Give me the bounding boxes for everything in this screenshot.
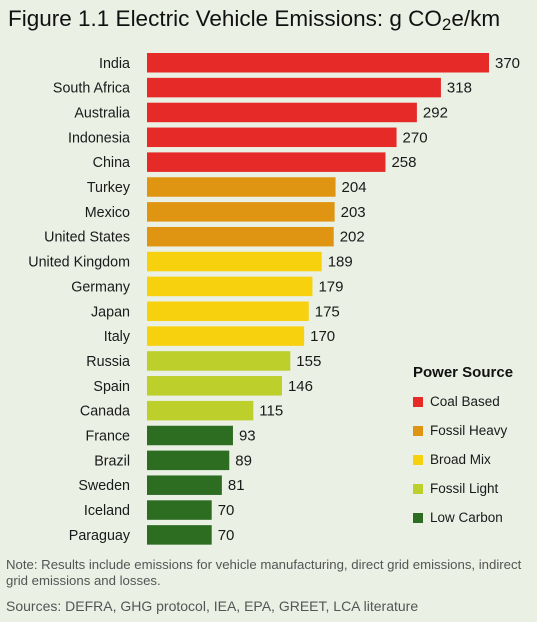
bar-russia: [147, 351, 291, 371]
category-label-mexico: Mexico: [85, 205, 130, 221]
category-label-china: China: [93, 155, 130, 171]
legend-label-low-carbon: Low Carbon: [430, 510, 503, 525]
legend-label-fossil-light: Fossil Light: [430, 481, 499, 496]
bar-indonesia: [147, 127, 397, 148]
bar-sweden: [147, 475, 222, 495]
legend-item-broad-mix: Broad Mix: [413, 445, 535, 474]
title-suffix: e/km: [451, 6, 501, 31]
value-label-turkey: 204: [342, 179, 367, 196]
bar-brazil: [147, 450, 230, 471]
legend-item-fossil-light: Fossil Light: [413, 474, 535, 503]
legend-title: Power Source: [413, 364, 514, 381]
chart-sources: Sources: DEFRA, GHG protocol, IEA, EPA, …: [6, 598, 419, 614]
bar-australia: [147, 102, 417, 123]
legend-swatch-fossil-heavy: [413, 425, 423, 436]
bar-italy: [147, 326, 305, 346]
category-label-russia: Russia: [86, 354, 130, 370]
value-label-spain: 146: [288, 378, 313, 395]
category-labels-group: India South Africa Australia Indonesia China…: [28, 56, 131, 544]
category-label-south-africa: South Africa: [53, 81, 130, 97]
chart-note: Note: Results include emissions for vehi…: [6, 557, 522, 588]
bar-mexico: [147, 202, 335, 222]
category-label-japan: Japan: [91, 304, 130, 320]
value-label-paraguay: 70: [218, 527, 235, 544]
bar-canada: [147, 400, 254, 421]
value-label-indonesia: 270: [403, 129, 428, 146]
category-label-iceland: Iceland: [84, 503, 130, 519]
legend-label-coal-based: Coal Based: [430, 394, 500, 409]
bar-south-africa: [147, 77, 441, 98]
category-label-united-states: United States: [44, 230, 130, 246]
value-label-india: 370: [495, 55, 520, 72]
bar-china: [147, 152, 386, 172]
bar-india: [147, 53, 489, 73]
category-label-brazil: Brazil: [94, 453, 130, 469]
value-label-australia: 292: [423, 104, 448, 121]
legend-item-fossil-heavy: Fossil Heavy: [413, 416, 535, 445]
category-label-germany: Germany: [71, 279, 131, 295]
legend-label-broad-mix: Broad Mix: [430, 452, 491, 467]
bar-japan: [147, 301, 309, 321]
value-label-canada: 115: [259, 403, 283, 420]
bar-turkey: [147, 177, 336, 197]
value-label-united-kingdom: 189: [328, 254, 353, 271]
category-label-australia: Australia: [74, 105, 130, 121]
legend: Power Source Coal Based Fossil Heavy Broad…: [413, 364, 535, 532]
title-subscript: 2: [441, 15, 452, 34]
legend-label-fossil-heavy: Fossil Heavy: [430, 423, 508, 438]
category-label-paraguay: Paraguay: [69, 528, 131, 544]
value-label-mexico: 203: [341, 204, 366, 221]
value-label-germany: 179: [318, 278, 343, 295]
legend-item-coal-based: Coal Based: [413, 387, 535, 416]
value-label-china: 258: [391, 154, 416, 171]
bar-chart: India South Africa Australia Indonesia China…: [28, 53, 520, 545]
bar-united-states: [147, 226, 334, 247]
value-label-italy: 170: [310, 328, 335, 345]
value-label-russia: 155: [296, 353, 321, 370]
category-label-india: India: [99, 56, 130, 72]
category-label-canada: Canada: [80, 404, 130, 420]
value-label-japan: 175: [315, 303, 340, 320]
bar-united-kingdom: [147, 251, 322, 272]
value-label-south-africa: 318: [447, 80, 472, 97]
bar-spain: [147, 376, 282, 396]
value-label-france: 93: [239, 428, 256, 445]
value-label-iceland: 70: [218, 502, 235, 519]
title-prefix: Figure 1.1 Electric Vehicle Emissions: g…: [8, 6, 442, 31]
value-label-sweden: 81: [228, 477, 245, 494]
category-label-france: France: [86, 429, 131, 445]
bar-paraguay: [147, 525, 212, 545]
bar-iceland: [147, 500, 212, 520]
value-labels-group: 370 318 292 270 258 204 203 202 189 179 175 170 155 1…: [218, 55, 520, 544]
legend-item-low-carbon: Low Carbon: [413, 503, 535, 532]
value-label-brazil: 89: [235, 452, 252, 469]
category-label-turkey: Turkey: [87, 180, 131, 196]
category-label-sweden: Sweden: [78, 478, 130, 494]
legend-swatch-coal-based: [413, 396, 423, 407]
category-label-italy: Italy: [104, 329, 131, 345]
category-label-spain: Spain: [93, 379, 130, 395]
bar-france: [147, 425, 233, 446]
legend-swatch-broad-mix: [413, 454, 423, 465]
chart-title: Figure 1.1 Electric Vehicle Emissions: g…: [8, 4, 533, 36]
bars-group: [147, 53, 489, 545]
value-label-united-states: 202: [340, 229, 365, 246]
category-label-indonesia: Indonesia: [68, 130, 130, 146]
bar-germany: [147, 276, 313, 297]
category-label-united-kingdom: United Kingdom: [28, 255, 130, 271]
legend-swatch-fossil-light: [413, 483, 423, 494]
legend-items: Coal Based Fossil Heavy Broad Mix Fossil Li…: [413, 387, 535, 532]
legend-swatch-low-carbon: [413, 512, 423, 523]
